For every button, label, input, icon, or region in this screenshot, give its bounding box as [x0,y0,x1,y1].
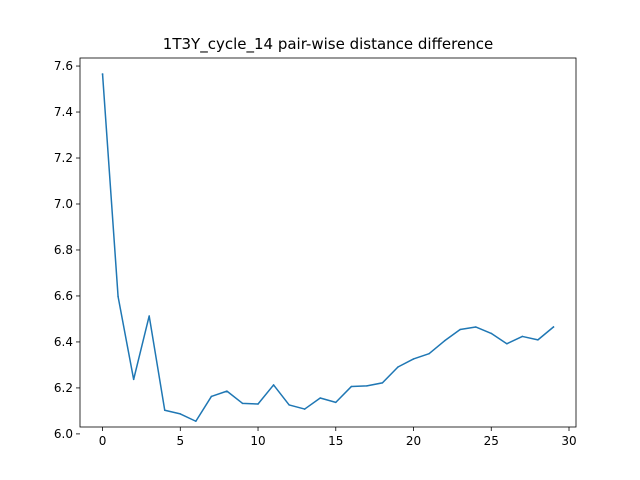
axes-frame [79,57,577,428]
data-point-0 [101,73,104,75]
data-point-20 [412,358,415,360]
x-tick-label-25: 25 [484,434,499,448]
y-tick-label-5: 7.0 [54,197,73,211]
data-point-4 [163,409,166,411]
x-tick-label-5: 5 [176,434,184,448]
series-line [101,73,555,422]
data-point-10 [257,403,259,405]
data-point-7 [210,395,213,398]
x-tick-label-10: 10 [250,434,265,448]
x-tick-label-30: 30 [561,434,576,448]
y-tick-label-4: 6.8 [54,243,73,257]
data-point-3 [148,315,150,317]
data-point-1 [117,295,119,298]
data-point-13 [303,408,306,410]
y-tick-label-3: 6.6 [54,289,73,303]
y-tick-label-7: 7.4 [54,105,73,119]
y-tick-label-0: 6.0 [54,427,73,441]
x-tick-label-0: 0 [99,434,107,448]
data-point-29 [552,326,555,328]
y-tick-label-8: 7.6 [54,59,73,73]
data-point-14 [319,397,321,399]
data-point-28 [537,339,539,341]
data-point-17 [366,385,368,387]
data-point-6 [195,420,197,423]
y-tick-label-6: 7.2 [54,151,73,165]
data-point-8 [226,390,228,392]
data-point-26 [506,343,508,345]
data-point-22 [443,340,446,342]
chart-title: 1T3Y_cycle_14 pair-wise distance differe… [163,35,493,54]
x-tick-label-20: 20 [406,434,421,448]
data-point-15 [335,401,337,404]
data-point-23 [459,328,461,331]
data-point-12 [288,404,290,406]
data-point-2 [132,378,135,381]
data-point-19 [397,366,399,368]
data-point-16 [350,385,353,388]
plot-area: 0 5 10 15 20 25 30 6.0 6.2 6.4 6.6 6.8 7.0 7.2 7.4 7.6 [54,57,577,448]
data-point-24 [474,326,477,328]
data-point-25 [490,332,493,335]
data-point-11 [272,384,275,386]
y-tick-label-1: 6.2 [54,381,73,395]
data-point-18 [381,382,384,384]
data-point-9 [241,402,244,405]
data-point-27 [521,335,524,338]
y-tick-label-2: 6.4 [54,335,73,349]
x-tick-label-15: 15 [328,434,343,448]
data-point-5 [179,413,182,415]
data-point-21 [428,352,430,355]
